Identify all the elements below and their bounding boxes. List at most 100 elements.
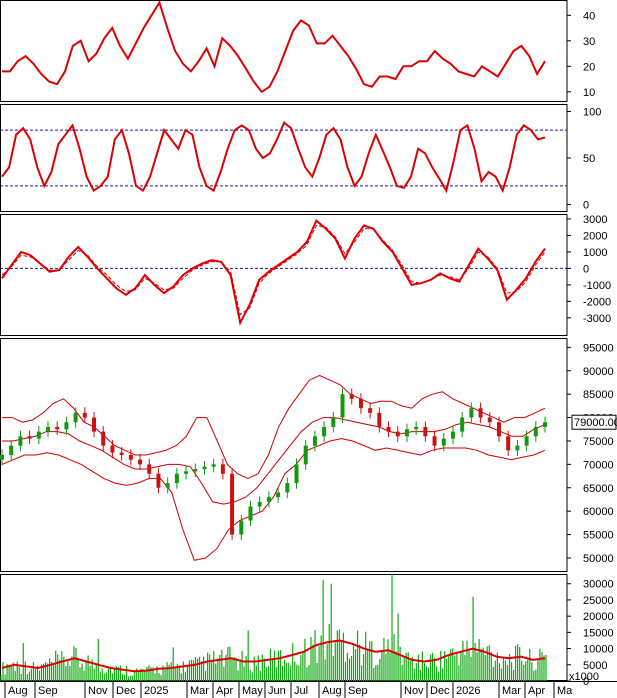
date-label: May: [242, 685, 263, 697]
panel-frame-ind3: [0, 214, 568, 336]
date-label: Apr: [216, 685, 233, 697]
candle-body: [27, 436, 32, 439]
candle-body: [469, 408, 474, 418]
y-tick-label: 0: [583, 200, 589, 212]
candle-body: [202, 466, 207, 470]
candle-body: [515, 445, 520, 451]
y-tick-label: 50000: [583, 553, 614, 565]
candle-body: [55, 426, 60, 430]
candle-body: [239, 520, 244, 535]
y-tick-label: 0: [583, 676, 589, 688]
y-tick-label: 85000: [583, 389, 614, 401]
candle-body: [478, 408, 483, 418]
candle-body: [92, 417, 97, 432]
date-label: Aug: [322, 685, 342, 697]
date-label: Apr: [528, 685, 545, 697]
y-tick-label: 10: [583, 87, 595, 99]
candle-body: [543, 422, 547, 427]
date-axis: Aug Sep Nov Dec 2025 Mar Apr May Jun Jul Aug Sep Nov…: [4, 681, 573, 698]
candle-body: [496, 422, 501, 437]
candle-body: [174, 473, 179, 484]
candle-body: [276, 492, 281, 498]
candle-body: [349, 394, 354, 399]
candle-body: [220, 464, 225, 474]
candle-body: [377, 412, 382, 427]
volume-unit-label: x1000: [569, 671, 599, 683]
y-tick-label: 50: [583, 153, 595, 165]
middle-band-line: [2, 417, 546, 505]
indicator-2-reference-lines: [0, 129, 567, 187]
candle-body: [257, 501, 262, 507]
candle-body: [386, 426, 391, 432]
date-label: Sep: [38, 685, 58, 697]
y-tick-label: 3000: [583, 214, 607, 226]
indicator-1-panel: 40 30 20 10: [2, 0, 595, 99]
date-label: 2026: [456, 685, 480, 697]
y-tick-label: 0: [583, 263, 589, 275]
candle-body: [82, 412, 87, 418]
y-tick-label: -3000: [583, 313, 611, 325]
volume-axis: 30000 25000 20000 15000 10000 5000 0: [567, 579, 614, 688]
candle-body: [36, 431, 41, 439]
candle-body: [404, 429, 409, 437]
indicator-3-line: [1, 218, 546, 326]
candle-body: [73, 412, 78, 423]
y-tick-label: 5000: [583, 660, 607, 672]
candle-body: [395, 431, 400, 437]
candle-body: [101, 431, 106, 446]
indicator-1-line: [2, 0, 546, 94]
y-tick-label: 30000: [583, 579, 614, 591]
candle-body: [0, 455, 4, 460]
candle-body: [331, 417, 336, 427]
panel-frame-ind1: [0, 0, 568, 102]
candle-body: [294, 464, 299, 484]
current-price-box: [571, 414, 617, 430]
date-label: 2025: [144, 685, 168, 697]
date-label: Jun: [268, 685, 286, 697]
candle-body: [64, 422, 69, 430]
lower-band-line: [1, 438, 546, 561]
candle-body: [432, 436, 437, 446]
candle-body: [322, 426, 327, 437]
date-label: Mar: [190, 685, 209, 697]
candle-body: [368, 408, 373, 413]
candlesticks: [0, 388, 547, 541]
candle-body: [211, 464, 216, 467]
y-tick-label: 65000: [583, 483, 614, 495]
indicator-3-axis: 3000 2000 1000 0 -1000 -2000 -3000: [567, 214, 611, 325]
candle-body: [358, 398, 363, 409]
y-tick-label: 25000: [583, 595, 614, 607]
candle-body: [506, 436, 511, 451]
candle-body: [312, 436, 317, 446]
y-tick-label: 30: [583, 36, 595, 48]
y-tick-label: 90000: [583, 366, 614, 378]
candle-body: [230, 473, 235, 535]
candle-body: [165, 483, 170, 488]
panel-frame-ind2: [0, 104, 568, 212]
candle-body: [533, 426, 538, 437]
y-tick-label: 20000: [583, 611, 614, 623]
volume-panel: 30000 25000 20000 15000 10000 5000 0 x1000: [0, 574, 614, 688]
y-tick-label: 40: [583, 10, 595, 22]
indicator-3-panel: 3000 2000 1000 0 -1000 -2000 -3000: [0, 214, 611, 326]
indicator-2-panel: 100 50 0: [0, 106, 601, 212]
candle-body: [340, 394, 345, 418]
date-label: Ma: [557, 685, 573, 697]
price-panel: 9500090000850008000075000700006500060000…: [0, 342, 617, 565]
volume-moving-average-line: [1, 639, 546, 673]
candle-body: [147, 464, 152, 474]
volume-bars: [0, 574, 547, 681]
candle-body: [156, 473, 161, 488]
candle-body: [9, 445, 14, 455]
date-label: Nov: [88, 685, 108, 697]
candle-body: [119, 452, 124, 455]
date-label: Sep: [348, 685, 368, 697]
candle-body: [128, 455, 133, 460]
y-tick-label: -2000: [583, 296, 611, 308]
candle-body: [303, 445, 308, 465]
candle-body: [46, 426, 51, 432]
panel-frame-vol: [0, 574, 568, 681]
price-axis: 9500090000850008000075000700006500060000…: [567, 342, 614, 565]
current-price-label: 79000.00: [571, 414, 617, 430]
